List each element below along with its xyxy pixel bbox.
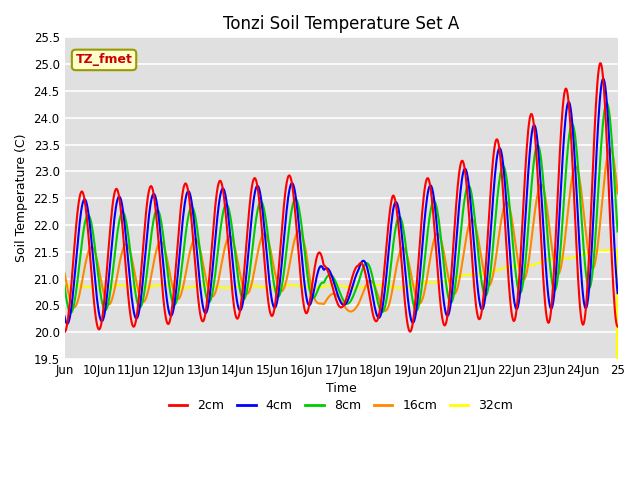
16cm bbox=[399, 245, 406, 251]
Title: Tonzi Soil Temperature Set A: Tonzi Soil Temperature Set A bbox=[223, 15, 459, 33]
4cm bbox=[614, 290, 621, 296]
Line: 16cm: 16cm bbox=[65, 149, 618, 312]
32cm bbox=[61, 284, 68, 289]
2cm bbox=[596, 60, 604, 66]
8cm bbox=[430, 198, 438, 204]
8cm bbox=[255, 201, 263, 207]
32cm bbox=[125, 284, 133, 289]
32cm bbox=[613, 247, 621, 252]
16cm bbox=[430, 238, 438, 244]
2cm bbox=[227, 276, 235, 282]
4cm bbox=[430, 194, 438, 200]
X-axis label: Time: Time bbox=[326, 383, 356, 396]
4cm bbox=[126, 280, 134, 286]
2cm bbox=[614, 324, 621, 329]
2cm bbox=[398, 265, 406, 271]
Line: 4cm: 4cm bbox=[65, 79, 618, 324]
16cm bbox=[276, 286, 284, 292]
4cm bbox=[276, 277, 284, 283]
Legend: 2cm, 4cm, 8cm, 16cm, 32cm: 2cm, 4cm, 8cm, 16cm, 32cm bbox=[164, 394, 518, 417]
2cm bbox=[61, 329, 68, 335]
16cm bbox=[61, 270, 68, 276]
32cm bbox=[429, 280, 437, 286]
16cm bbox=[255, 246, 262, 252]
8cm bbox=[228, 223, 236, 229]
4cm bbox=[599, 76, 607, 82]
8cm bbox=[603, 100, 611, 106]
8cm bbox=[276, 291, 284, 297]
Line: 2cm: 2cm bbox=[65, 63, 618, 332]
16cm bbox=[227, 234, 235, 240]
16cm bbox=[347, 309, 355, 314]
8cm bbox=[67, 310, 75, 316]
32cm bbox=[255, 284, 262, 289]
8cm bbox=[614, 228, 621, 234]
8cm bbox=[126, 248, 134, 253]
4cm bbox=[399, 241, 406, 247]
32cm bbox=[276, 284, 284, 289]
2cm bbox=[429, 208, 437, 214]
4cm bbox=[61, 313, 68, 319]
32cm bbox=[398, 285, 406, 291]
16cm bbox=[125, 247, 133, 252]
8cm bbox=[61, 283, 68, 288]
2cm bbox=[276, 257, 284, 263]
4cm bbox=[255, 186, 263, 192]
2cm bbox=[255, 191, 262, 197]
Line: 32cm: 32cm bbox=[65, 250, 618, 480]
16cm bbox=[607, 146, 614, 152]
2cm bbox=[125, 305, 133, 311]
Text: TZ_fmet: TZ_fmet bbox=[76, 53, 132, 66]
Line: 8cm: 8cm bbox=[65, 103, 618, 313]
4cm bbox=[228, 251, 236, 256]
32cm bbox=[227, 285, 235, 290]
8cm bbox=[399, 222, 406, 228]
16cm bbox=[614, 191, 621, 196]
4cm bbox=[63, 321, 71, 327]
Y-axis label: Soil Temperature (C): Soil Temperature (C) bbox=[15, 134, 28, 263]
